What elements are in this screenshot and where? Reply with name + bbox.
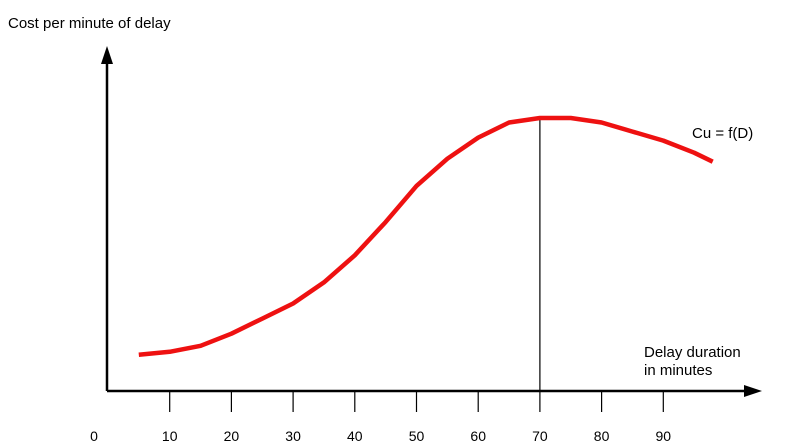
x-axis-label-line2: in minutes [644, 362, 712, 379]
x-tick-label-0: 0 [90, 428, 98, 444]
y-axis-label: Cost per minute of delay [8, 15, 171, 32]
x-tick-labels: 0 10 20 30 40 50 60 70 80 90 [90, 428, 671, 444]
curve-label: Cu = f(D) [692, 125, 753, 142]
y-axis-arrow [101, 46, 113, 64]
x-tick-label-80: 80 [594, 428, 610, 444]
x-tick-label-40: 40 [347, 428, 363, 444]
x-axis-arrow [744, 385, 762, 397]
x-tick-label-90: 90 [656, 428, 672, 444]
x-tick-label-30: 30 [285, 428, 301, 444]
x-tick-label-50: 50 [409, 428, 425, 444]
x-axis-label-line1: Delay duration [644, 344, 741, 361]
x-ticks [169, 391, 664, 412]
cost-curve [138, 115, 714, 358]
x-tick-label-70: 70 [532, 428, 548, 444]
x-tick-label-20: 20 [224, 428, 240, 444]
x-tick-label-10: 10 [162, 428, 178, 444]
x-tick-label-60: 60 [470, 428, 486, 444]
